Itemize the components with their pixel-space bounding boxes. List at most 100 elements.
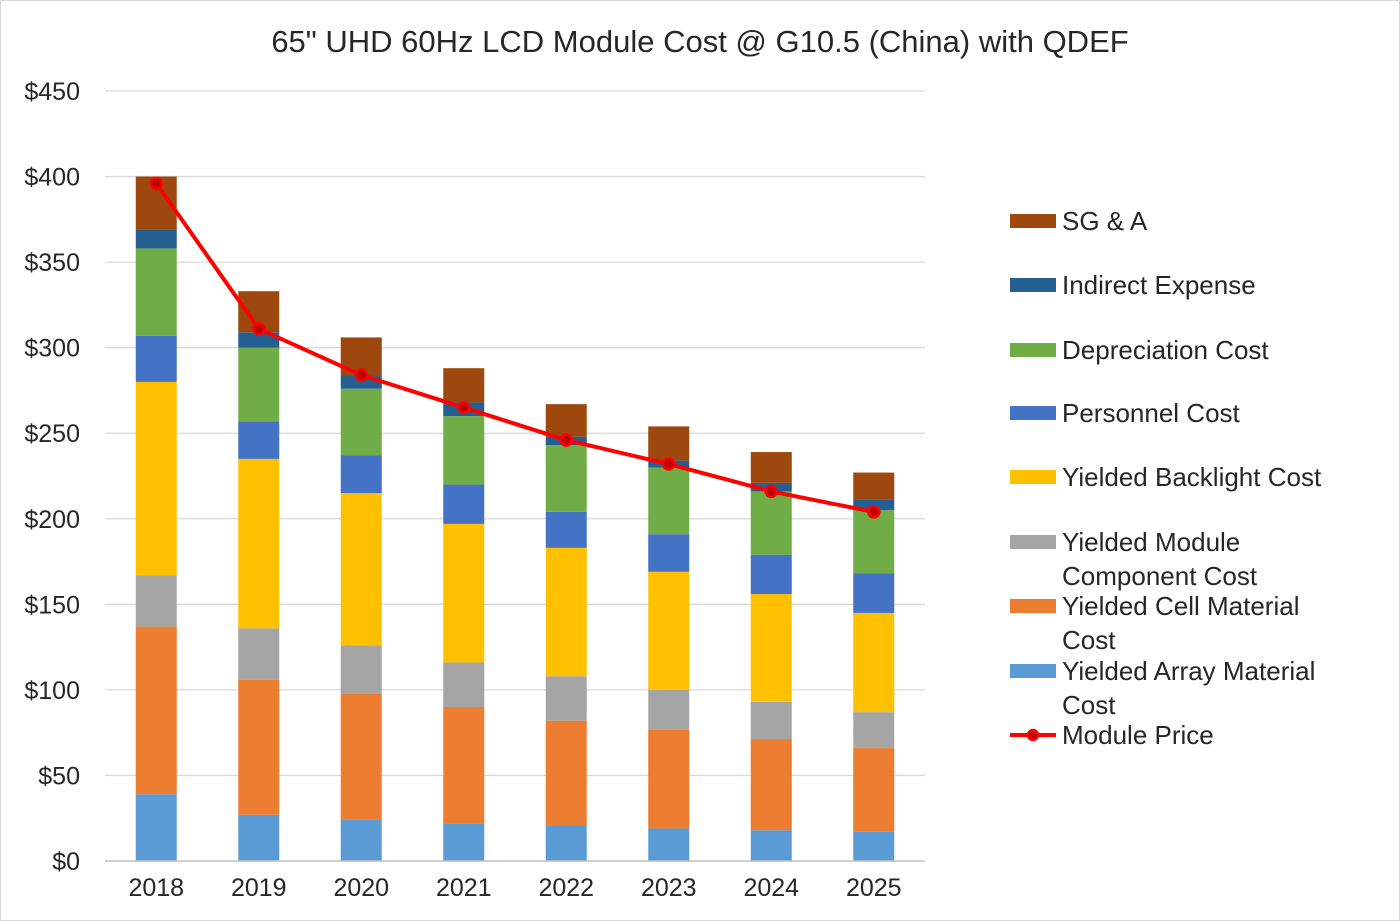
legend-item-yielded-cell-material-cost: Yielded Cell Material Cost — [1010, 591, 1299, 655]
x-tick-label: 2018 — [128, 874, 184, 902]
legend-swatch — [1010, 599, 1056, 613]
bar-depreciation-cost-2023 — [648, 467, 690, 535]
bar-personnel-cost-2018 — [135, 335, 177, 382]
legend-label: Yielded Backlight Cost — [1062, 462, 1322, 492]
bar-yielded-cell-material-cost-2020 — [340, 693, 382, 820]
bar-yielded-cell-material-cost-2021 — [443, 707, 485, 824]
y-tick-label: $350 — [24, 249, 80, 277]
bar-personnel-cost-2019 — [238, 421, 280, 459]
y-tick-label: $50 — [38, 762, 80, 790]
legend-item-yielded-module-component-cost: Yielded Module Component Cost — [1010, 527, 1258, 591]
y-tick-label: $300 — [24, 335, 80, 363]
y-tick-label: $250 — [24, 420, 80, 448]
bar-sg-and-a-2024 — [750, 452, 792, 483]
bar-yielded-module-component-cost-2020 — [340, 645, 382, 694]
module-price-point-2021 — [457, 400, 471, 415]
x-tick-label: 2023 — [641, 874, 697, 902]
legend-label: Indirect Expense — [1062, 270, 1256, 300]
x-tick-label: 2024 — [743, 874, 799, 902]
bar-yielded-backlight-cost-2021 — [443, 523, 485, 663]
bar-yielded-array-material-cost-2024 — [750, 830, 792, 861]
module-price-point-2023 — [662, 457, 676, 471]
legend-marker — [1026, 728, 1040, 742]
bar-yielded-cell-material-cost-2024 — [750, 739, 792, 831]
legend-label: Yielded Cell Material Cost — [1062, 591, 1299, 655]
module-price-point-2025 — [867, 505, 881, 519]
module-price-point-2019 — [252, 322, 266, 336]
bar-yielded-module-component-cost-2022 — [545, 676, 587, 721]
bar-yielded-cell-material-cost-2023 — [648, 729, 690, 829]
bar-yielded-cell-material-cost-2018 — [135, 626, 177, 795]
bar-personnel-cost-2025 — [853, 573, 895, 613]
legend-item-personnel-cost: Personnel Cost — [1010, 398, 1241, 428]
bar-personnel-cost-2023 — [648, 534, 690, 572]
bar-personnel-cost-2020 — [340, 455, 382, 494]
x-tick-label: 2022 — [538, 874, 594, 902]
y-tick-label: $0 — [52, 848, 80, 876]
bar-yielded-backlight-cost-2024 — [750, 594, 792, 702]
module-price-polyline — [154, 182, 875, 514]
y-tick-label: $200 — [24, 506, 80, 534]
bar-depreciation-cost-2024 — [750, 491, 792, 555]
bar-depreciation-cost-2021 — [443, 416, 485, 485]
bar-sg-and-a-2021 — [443, 368, 485, 403]
bar-depreciation-cost-2020 — [340, 388, 382, 456]
bar-yielded-backlight-cost-2020 — [340, 493, 382, 646]
legend-swatch — [1010, 535, 1056, 549]
bar-personnel-cost-2022 — [545, 511, 587, 548]
legend-label: Yielded Array Material Cost — [1062, 656, 1315, 720]
legend-swatch — [1010, 343, 1056, 357]
bar-yielded-module-component-cost-2019 — [238, 628, 280, 680]
bar-yielded-module-component-cost-2018 — [135, 575, 177, 627]
bar-yielded-cell-material-cost-2019 — [238, 679, 280, 815]
chart-title: 65" UHD 60Hz LCD Module Cost @ G10.5 (Ch… — [271, 24, 1128, 59]
bar-yielded-cell-material-cost-2025 — [853, 748, 895, 832]
legend-item-yielded-backlight-cost: Yielded Backlight Cost — [1010, 462, 1322, 492]
bar-indirect-expense-2018 — [135, 229, 177, 249]
legend-swatch — [1010, 470, 1056, 484]
x-tick-label: 2021 — [436, 874, 492, 902]
bar-yielded-backlight-cost-2025 — [853, 612, 895, 713]
bar-yielded-array-material-cost-2018 — [135, 794, 177, 861]
bar-yielded-array-material-cost-2021 — [443, 823, 485, 861]
bar-depreciation-cost-2018 — [135, 248, 177, 336]
module-price-point-2018 — [149, 176, 163, 191]
legend-item-depreciation-cost: Depreciation Cost — [1010, 335, 1269, 365]
legend-item-sg-and-a: SG & A — [1010, 206, 1148, 236]
bar-yielded-module-component-cost-2024 — [750, 701, 792, 740]
bar-yielded-array-material-cost-2025 — [853, 831, 895, 861]
y-tick-label: $450 — [24, 78, 80, 106]
bar-yielded-cell-material-cost-2022 — [545, 720, 587, 826]
x-tick-label: 2025 — [846, 874, 902, 902]
bar-yielded-backlight-cost-2019 — [238, 458, 280, 629]
legend-label: Module Price — [1062, 720, 1214, 750]
axes: $0 $50 $100 $150 $200 $250 $300 $350 $400 $450 201… — [24, 78, 925, 902]
bar-yielded-module-component-cost-2025 — [853, 712, 895, 749]
bar-sg-and-a-2022 — [545, 404, 587, 437]
y-tick-label: $400 — [24, 164, 80, 192]
legend-label: SG & A — [1062, 206, 1148, 236]
legend-swatch — [1010, 278, 1056, 292]
bar-indirect-expense-2019 — [238, 332, 280, 348]
legend-swatch — [1010, 214, 1056, 228]
legend: SG & A Indirect Expense Depreciation Cost P… — [1010, 206, 1322, 750]
bar-yielded-module-component-cost-2021 — [443, 662, 485, 707]
bar-depreciation-cost-2022 — [545, 445, 587, 512]
module-price-point-2020 — [354, 368, 368, 382]
x-tick-label: 2020 — [333, 874, 389, 902]
bar-personnel-cost-2021 — [443, 484, 485, 524]
bar-yielded-array-material-cost-2023 — [648, 828, 690, 861]
legend-swatch — [1010, 664, 1056, 678]
bar-yielded-backlight-cost-2018 — [135, 381, 177, 576]
y-tick-label: $150 — [24, 591, 80, 619]
bar-sg-and-a-2025 — [853, 472, 895, 500]
bar-depreciation-cost-2025 — [853, 510, 895, 574]
legend-swatch — [1010, 406, 1056, 420]
legend-item-module-price: Module Price — [1010, 720, 1214, 750]
bar-personnel-cost-2024 — [750, 554, 792, 595]
module-price-point-2022 — [559, 433, 573, 447]
module-price-line — [149, 176, 881, 519]
bar-yielded-backlight-cost-2023 — [648, 571, 690, 690]
